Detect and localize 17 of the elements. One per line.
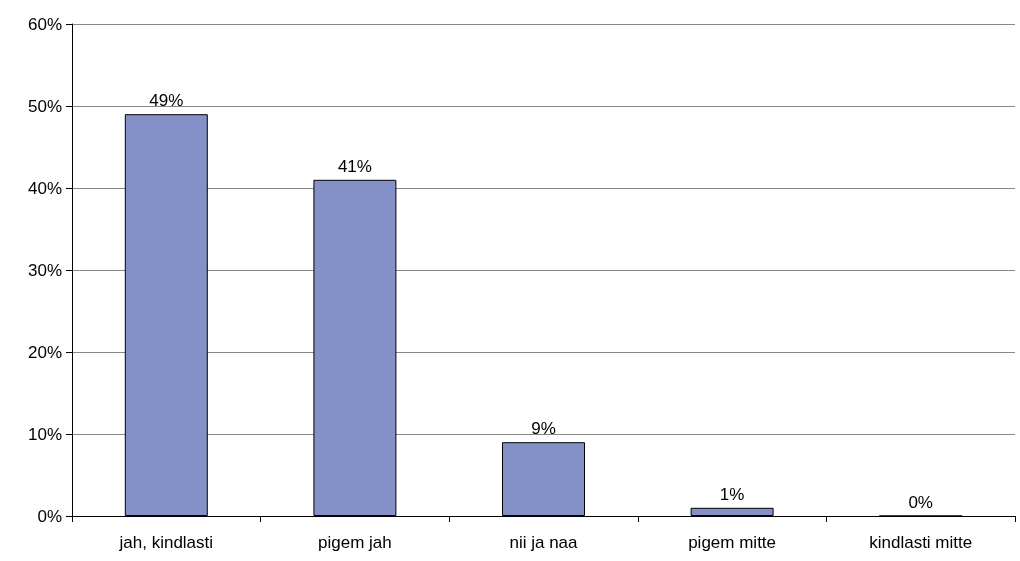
y-tick-label: 60% [27,14,62,34]
x-tick-label: jah, kindlasti [118,533,214,552]
x-tick-label: kindlasti mitte [869,533,973,552]
data-label: 1% [719,484,745,504]
y-tick-label: 40% [27,178,62,198]
x-tick-label: pigem mitte [688,533,777,552]
data-label: 41% [337,156,372,176]
data-label: 9% [531,419,556,439]
x-tick-label: pigem jah [318,533,392,552]
x-tick-label: nii ja naa [509,533,579,552]
data-label: 49% [149,91,184,111]
y-tick-label: 0% [37,506,62,526]
y-tick-label: 50% [27,96,62,116]
y-tick-label: 20% [27,342,62,362]
y-tick-label: 10% [27,424,62,444]
data-label: 0% [908,492,933,512]
y-tick-label: 30% [27,260,62,280]
